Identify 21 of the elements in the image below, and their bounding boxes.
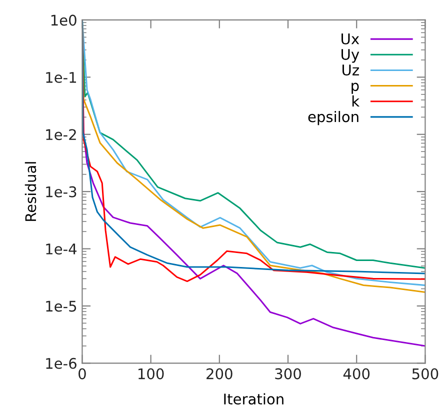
y-tick-label: 1e-2 [46,129,76,140]
y-tick-label: 1e-4 [46,244,77,255]
y-tick-label: 1e-1 [46,72,76,83]
x-tick-label: 300 [275,368,301,380]
legend-label: k [352,95,360,106]
legend-label: p [352,82,359,94]
y-tick-label: 1e-5 [46,300,76,312]
legend-label: Uz [342,64,359,76]
y-tick-label: 1e-3 [46,186,76,198]
legend-label: Ux [342,34,360,44]
x-axis-title: Iteration [224,393,284,405]
x-tick-label: 400 [343,368,370,380]
y-tick-label: 1e0 [51,14,76,26]
legend-label: Uy [342,49,360,63]
x-tick-label: 200 [206,368,232,380]
x-tick-label: 500 [412,368,438,380]
x-tick-label: 100 [138,368,164,380]
y-axis-title: Residual [24,162,36,221]
y-tick-label: 1e-6 [46,358,76,369]
x-tick-label: 0 [78,368,86,380]
legend-label: epsilon [308,110,358,126]
